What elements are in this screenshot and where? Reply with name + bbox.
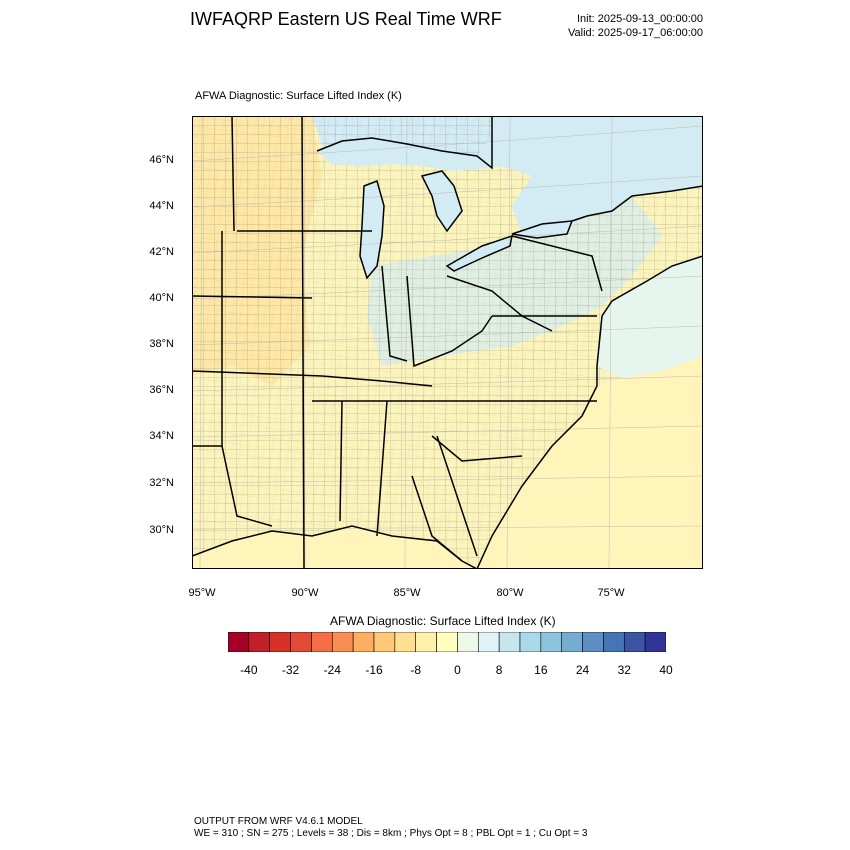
- colorbar-swatch: [394, 632, 417, 652]
- lake-erie: [447, 236, 512, 271]
- colorbar-swatch: [603, 632, 625, 652]
- colorbar-tick-label: 32: [617, 663, 631, 677]
- colorbar-swatch: [582, 632, 604, 652]
- colorbar-tick-label: -32: [281, 663, 300, 677]
- colorbar-tick-label: 40: [659, 663, 673, 677]
- lat-label: 46°N: [149, 154, 174, 166]
- lat-label: 38°N: [149, 338, 174, 350]
- lake-huron: [422, 171, 462, 231]
- colorbar-tick-label: -24: [323, 663, 341, 677]
- colorbar-swatch: [415, 632, 437, 652]
- lon-label: 75°W: [597, 587, 625, 599]
- colorbar-swatch: [373, 632, 396, 652]
- colorbar-swatch: [311, 632, 333, 652]
- colorbar-swatch: [477, 632, 500, 652]
- lat-label: 30°N: [149, 524, 174, 536]
- colorbar-tick-label: -16: [365, 663, 383, 677]
- chart-title: IWFAQRP Eastern US Real Time WRF: [190, 9, 502, 29]
- colorbar-tick-label: 24: [575, 663, 590, 677]
- colorbar-swatch: [623, 632, 646, 652]
- colorbar-swatch: [498, 632, 521, 652]
- lon-label: 80°W: [496, 587, 524, 599]
- colorbar-swatch: [540, 632, 563, 652]
- map-panel: [192, 116, 703, 569]
- colorbar-swatch: [561, 632, 583, 652]
- colorbar-tick-label: -40: [240, 663, 258, 677]
- lat-label: 32°N: [149, 477, 174, 489]
- lake-ontario: [512, 221, 572, 238]
- colorbar: [228, 632, 666, 652]
- footer-config: WE = 310 ; SN = 275 ; Levels = 38 ; Dis …: [194, 828, 588, 839]
- colorbar-swatch: [248, 632, 271, 652]
- lat-label: 36°N: [149, 384, 174, 396]
- lat-label: 42°N: [149, 246, 174, 258]
- colorbar-tick-label: 16: [534, 663, 548, 677]
- colorbar-tick-label: 8: [495, 663, 503, 677]
- lon-label: 90°W: [291, 587, 319, 599]
- graticule: [192, 116, 703, 569]
- colorbar-swatch: [519, 632, 542, 652]
- valid-time: Valid: 2025-09-17_06:00:00: [568, 27, 703, 39]
- field-label: AFWA Diagnostic: Surface Lifted Index (K…: [195, 90, 402, 102]
- colorbar-swatch: [457, 632, 479, 652]
- lat-label: 44°N: [149, 200, 174, 212]
- colorbar-swatch: [644, 632, 666, 652]
- colorbar-swatch: [436, 632, 458, 652]
- lat-label: 34°N: [149, 430, 174, 442]
- lon-label: 95°W: [188, 587, 216, 599]
- init-time: Init: 2025-09-13_00:00:00: [577, 13, 703, 25]
- colorbar-title: AFWA Diagnostic: Surface Lifted Index (K…: [330, 614, 556, 628]
- colorbar-swatch: [331, 632, 354, 652]
- colorbar-swatch: [269, 632, 291, 652]
- lat-label: 40°N: [149, 292, 174, 304]
- colorbar-swatch: [228, 632, 250, 652]
- colorbar-swatch: [290, 632, 312, 652]
- colorbar-tick-label: 0: [454, 663, 461, 677]
- colorbar-swatch: [352, 632, 375, 652]
- lon-label: 85°W: [393, 587, 421, 599]
- colorbar-tick-label: -8: [410, 663, 422, 677]
- footer-model: OUTPUT FROM WRF V4.6.1 MODEL: [194, 816, 363, 827]
- state-borders: [192, 116, 703, 569]
